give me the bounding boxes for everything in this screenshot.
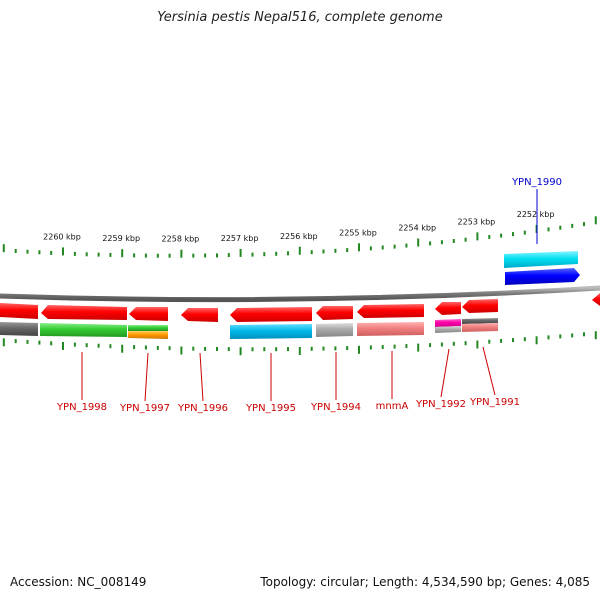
gene-label-YPN_1991: YPN_1991 [469, 397, 520, 408]
tick-label: 2257 kbp [221, 234, 259, 243]
map-title: Yersinia pestis Nepal516, complete genom… [157, 10, 443, 25]
gene-YPN_1991-arrow [462, 299, 498, 313]
genes-label: Genes: [509, 575, 552, 589]
tick-label: 2255 kbp [339, 228, 377, 237]
topology-label: Topology: [260, 575, 317, 589]
gene-leader-line [144, 352, 149, 402]
feature-left-red [0, 303, 38, 319]
gene-YPN_1992-arrow [435, 302, 461, 315]
tick-labels: 2260 kbp 2259 kbp 2258 kbp 2257 kbp 2256 kbp… [43, 210, 554, 244]
gene-YPN_1995-arrow [230, 307, 312, 322]
genome-backbone [0, 285, 600, 303]
length-value: 4,534,590 bp [421, 575, 502, 589]
gene-leader-line [482, 346, 496, 396]
gene-YPN_1998-arrow [41, 305, 127, 320]
accession-footer: Accession: NC_008149 [10, 575, 146, 589]
gene-YPN_1996-arrow [181, 308, 218, 322]
gene-YPN_1992-gray [435, 326, 461, 333]
gene-leader-line [440, 348, 450, 398]
topology-value: circular [320, 575, 365, 589]
gene-YPN_1992-magenta [435, 319, 461, 327]
gene-YPN_1994-arrow [316, 306, 353, 320]
tick-label: 2252 kbp [517, 210, 555, 219]
accession-label: Accession: [10, 575, 74, 589]
gene-label-YPN_1995: YPN_1995 [245, 403, 296, 414]
gene-YPN_1997-arrow [129, 307, 168, 321]
gene-label-YPN_1990: YPN_1990 [511, 177, 562, 188]
tick-label: 2260 kbp [43, 232, 81, 241]
topology-footer: Topology: circular; Length: 4,534,590 bp… [260, 575, 590, 589]
tick-label: 2256 kbp [280, 232, 318, 241]
gene-YPN_1997-orange [128, 331, 168, 339]
gene-label-YPN_1992: YPN_1992 [415, 399, 466, 410]
length-label: Length: [372, 575, 419, 589]
forward-strand-features [504, 251, 600, 306]
gene-labels: YPN_1998 YPN_1997 YPN_1996 YPN_1995 YPN_1994… [56, 177, 562, 414]
gene-YPN_1998-green [40, 323, 127, 337]
gene-YPN_1994-gray [316, 323, 353, 337]
gene-YPN_1997-green [128, 325, 168, 331]
gene-label-YPN_1994: YPN_1994 [310, 402, 361, 413]
gene-label-YPN_1998: YPN_1998 [56, 402, 107, 413]
gene-YPN_1990-arrow [505, 268, 580, 285]
feature-cyan-forward [504, 251, 578, 268]
gene-leader-line [199, 352, 204, 402]
inner-tick-ring [2, 331, 597, 356]
gene-edge-right-arrow [592, 293, 600, 306]
gene-YPN_1991-pink [462, 323, 498, 332]
gene-mnmA-pink [357, 322, 424, 336]
gene-label-YPN_1996: YPN_1996 [177, 403, 228, 414]
tick-label: 2259 kbp [102, 234, 140, 243]
tick-label: 2258 kbp [162, 235, 200, 244]
tick-label: 2253 kbp [458, 218, 496, 227]
genes-value: 4,085 [555, 575, 590, 589]
gene-label-mnmA: mnmA [376, 401, 409, 412]
gene-label-YPN_1997: YPN_1997 [119, 403, 170, 414]
gene-mnmA-arrow [357, 304, 424, 318]
reverse-strand-features [0, 299, 498, 339]
feature-left-dark [0, 322, 38, 336]
tick-label: 2254 kbp [398, 224, 436, 233]
accession-value: NC_008149 [77, 575, 147, 589]
gene-YPN_1995-cyan [230, 324, 312, 339]
gene-YPN_1991-dark [462, 318, 498, 324]
